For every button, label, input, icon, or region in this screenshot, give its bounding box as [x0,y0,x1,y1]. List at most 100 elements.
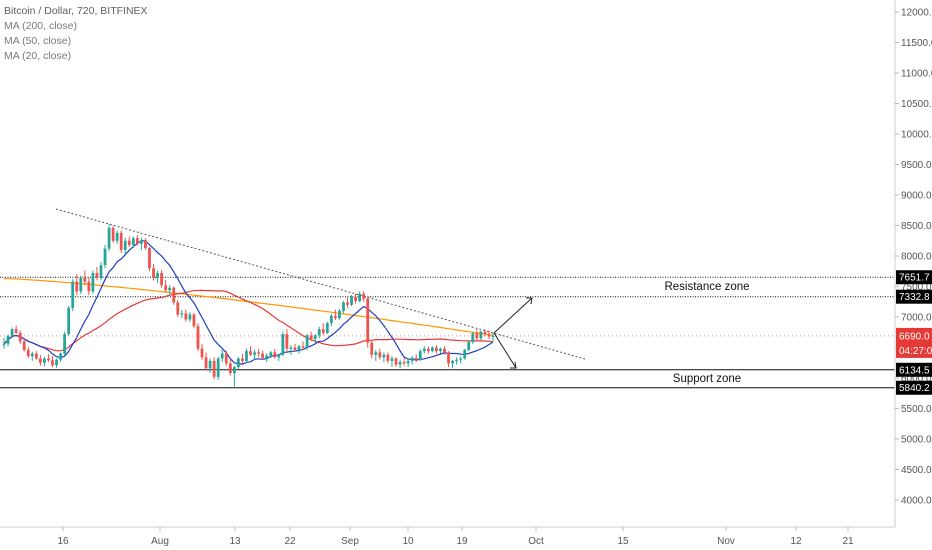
candle-body [216,358,220,377]
price-tick-label: 12000.0 [901,8,932,19]
candle-body [435,347,438,352]
candle-body [103,248,107,266]
axes [0,0,896,528]
price-tick-label: 4500.0 [901,465,932,476]
candle-body [196,326,200,349]
time-tick-label: Oct [528,536,544,547]
candle-body [418,351,422,360]
candle-body [208,360,212,369]
candle-body [333,315,337,319]
candle-body [115,232,119,241]
price-tick-label: 7500.0 [901,282,932,293]
support-zone-label: Support zone [673,373,741,385]
price-tick-label: 6000.0 [901,374,932,385]
time-tick-label: Sep [341,536,359,547]
chart-legend: Bitcoin / Dollar, 720, BITFINEX MA (200,… [4,4,148,64]
candle-body [463,349,467,359]
candle-body [63,334,67,354]
level-badge-label: 7651.7 [899,273,930,284]
time-tick-label: Aug [151,536,169,547]
candle-body [269,352,273,356]
projection-up-arrow [493,297,533,334]
price-tick-label: 5500.0 [901,404,932,415]
candle-body [447,352,450,364]
time-tick-label: 13 [229,536,241,547]
ma20-line [3,240,494,365]
legend-ma20: MA (20, close) [4,50,72,62]
candle-body [180,313,184,315]
candles [2,224,495,387]
level-badge [896,289,932,304]
price-tick-label: 5000.0 [901,435,932,446]
moving-averages [3,240,494,365]
projection-arrows [493,297,533,369]
candle-body [281,334,285,355]
candle-body [140,240,143,244]
candle-body [374,352,378,355]
level-badge-label: 6134.5 [899,365,930,376]
candle-body [83,277,87,282]
candle-body [43,358,46,363]
candle-body [111,227,115,241]
candle-body [354,296,357,302]
candle-body [6,335,10,344]
candle-body [430,347,434,352]
projection-down-arrow [493,332,517,369]
time-tick-label: 21 [842,536,854,547]
time-axis[interactable]: 16 Aug 13 22 Sep 10 19 Oct 15 Nov 12 21 [57,527,854,547]
candle-body [297,346,301,350]
candle-body [188,314,192,320]
candle-body [358,293,362,302]
candle-body [135,238,139,244]
level-badge-label: 7332.8 [899,292,930,303]
candle-body [321,329,325,333]
candle-body [293,347,297,350]
candle-body [224,353,228,364]
candle-body [313,335,317,339]
time-tick-label: 22 [284,536,296,547]
candle-body [79,277,83,292]
candle-body [156,273,159,278]
candle-body [285,334,289,349]
candle-body [362,293,366,299]
candle-body [59,353,62,360]
candle-body [265,355,269,358]
candle-body [34,353,38,359]
level-badge [896,380,932,395]
candle-body [261,353,265,358]
candle-body [346,302,349,305]
candle-body [144,240,147,249]
candle-body [26,349,30,357]
candle-body [439,348,442,352]
candle-body [51,360,54,366]
price-axis[interactable]: 12000.0 11500.0 11000.0 10500.0 10000.0 9500.… [895,8,932,507]
candle-body [152,268,155,278]
candle-body [338,310,341,319]
price-tick-label: 11500.0 [901,38,932,49]
countdown-label: 04:27:05 [899,346,932,357]
candle-body [212,360,216,377]
candle-body [370,342,374,355]
candle-body [160,273,164,286]
candle-body [10,329,14,336]
candle-body [168,287,172,291]
candle-body [350,296,353,305]
candle-body [99,265,103,278]
zone-labels: Resistance zone Support zone [664,281,749,385]
last-price-badge [896,327,932,358]
candle-body [382,354,386,358]
candle-body [131,238,135,246]
candle-body [410,357,414,361]
candle-body [164,285,168,291]
candle-body [273,352,277,358]
candle-body [184,313,188,320]
candle-body [2,343,6,345]
candle-body [249,351,252,355]
candle-body [455,359,459,361]
candle-body [123,240,127,250]
candle-body [30,353,34,357]
candle-body [253,352,256,355]
candle-body [406,360,410,364]
candle-body [245,351,248,361]
